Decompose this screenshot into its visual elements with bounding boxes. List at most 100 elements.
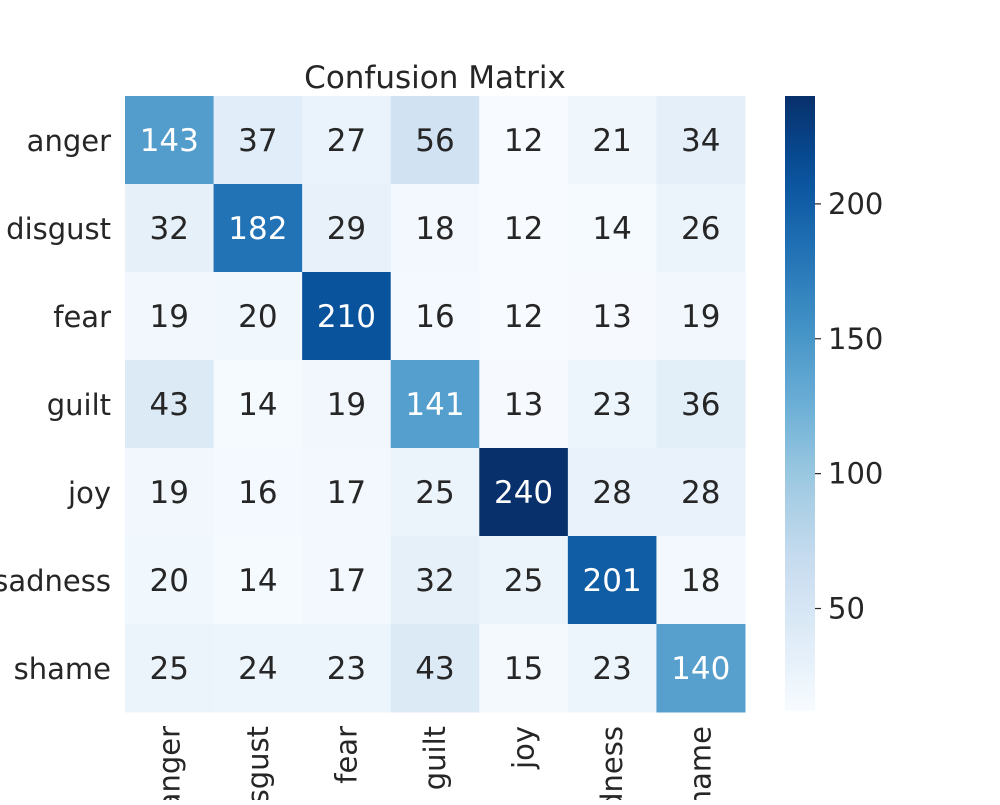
heatmap-cell bbox=[213, 272, 303, 361]
cell-value-label: 24 bbox=[238, 651, 277, 687]
heatmap-cell bbox=[479, 272, 569, 361]
cell-value-label: 141 bbox=[405, 387, 464, 423]
cell-value-label: 20 bbox=[150, 563, 189, 599]
heatmap-cell bbox=[479, 624, 569, 713]
heatmap-cell bbox=[213, 448, 303, 537]
cell-value-label: 18 bbox=[415, 211, 454, 247]
colorbar bbox=[785, 96, 815, 711]
cell-value-label: 14 bbox=[238, 387, 277, 423]
colorbar-ticks: 50 100 150 200 bbox=[815, 187, 883, 626]
cell-value-label: 32 bbox=[415, 563, 454, 599]
row-tick-label: guilt bbox=[47, 388, 111, 422]
cell-value-label: 25 bbox=[415, 475, 454, 511]
heatmap-cell bbox=[125, 448, 215, 537]
heatmap-cell bbox=[390, 272, 480, 361]
cell-value-label: 25 bbox=[504, 563, 543, 599]
heatmap-cell bbox=[125, 536, 215, 625]
cell-value-label: 32 bbox=[150, 211, 189, 247]
heatmap-cell-labels: 143 37 27 56 12 21 34 32 182 29 18 12 14 26 19 20 210 16 1… bbox=[140, 123, 731, 687]
cell-value-label: 28 bbox=[592, 475, 631, 511]
cell-value-label: 15 bbox=[504, 651, 543, 687]
cell-value-label: 143 bbox=[140, 123, 199, 159]
heatmap-cell bbox=[125, 96, 215, 185]
cell-value-label: 20 bbox=[238, 299, 277, 335]
heatmap-cell bbox=[567, 184, 657, 273]
heatmap-cell bbox=[656, 96, 746, 185]
heatmap-cell bbox=[656, 624, 746, 713]
cell-value-label: 34 bbox=[681, 123, 720, 159]
heatmap-cell bbox=[213, 624, 303, 713]
cell-value-label: 18 bbox=[681, 563, 720, 599]
heatmap-cell bbox=[302, 272, 392, 361]
colorbar-tick-label: 50 bbox=[828, 592, 865, 626]
cell-value-label: 14 bbox=[238, 563, 277, 599]
heatmap-cell bbox=[479, 184, 569, 273]
heatmap-cell bbox=[656, 448, 746, 537]
column-tick-label: shame bbox=[684, 726, 718, 800]
heatmap-cell bbox=[390, 448, 480, 537]
cell-value-label: 12 bbox=[504, 211, 543, 247]
column-tick-label: fear bbox=[329, 726, 363, 784]
heatmap-cell bbox=[656, 184, 746, 273]
heatmap-cell bbox=[656, 272, 746, 361]
heatmap-cell bbox=[213, 96, 303, 185]
heatmap-cell bbox=[656, 360, 746, 449]
heatmap-cell bbox=[390, 96, 480, 185]
heatmap-cell bbox=[567, 96, 657, 185]
column-tick-label: guilt bbox=[418, 726, 452, 790]
colorbar-tick-label: 200 bbox=[828, 187, 883, 221]
cell-value-label: 23 bbox=[592, 651, 631, 687]
row-tick-label: sadness bbox=[0, 564, 111, 598]
heatmap-cell bbox=[302, 448, 392, 537]
colorbar-tick-label: 150 bbox=[828, 322, 883, 356]
heatmap-cell bbox=[390, 536, 480, 625]
cell-value-label: 43 bbox=[415, 651, 454, 687]
cell-value-label: 27 bbox=[327, 123, 366, 159]
cell-value-label: 28 bbox=[681, 475, 720, 511]
heatmap-cell bbox=[479, 448, 569, 537]
row-tick-label: fear bbox=[53, 300, 111, 334]
heatmap-cell bbox=[302, 536, 392, 625]
cell-value-label: 19 bbox=[150, 475, 189, 511]
column-tick-label: disgust bbox=[241, 726, 275, 800]
chart-title: Confusion Matrix bbox=[304, 60, 566, 96]
cell-value-label: 19 bbox=[681, 299, 720, 335]
cell-value-label: 17 bbox=[327, 563, 366, 599]
row-tick-label: disgust bbox=[6, 212, 111, 246]
colorbar-tick-label: 100 bbox=[828, 457, 883, 491]
cell-value-label: 36 bbox=[681, 387, 720, 423]
cell-value-label: 12 bbox=[504, 123, 543, 159]
row-tick-label: joy bbox=[67, 476, 111, 510]
cell-value-label: 19 bbox=[327, 387, 366, 423]
cell-value-label: 43 bbox=[150, 387, 189, 423]
column-tick-label: sadness bbox=[595, 726, 629, 800]
cell-value-label: 23 bbox=[327, 651, 366, 687]
cell-value-label: 201 bbox=[583, 563, 642, 599]
heatmap-cell bbox=[302, 360, 392, 449]
cell-value-label: 13 bbox=[504, 387, 543, 423]
heatmap-cell bbox=[479, 360, 569, 449]
cell-value-label: 26 bbox=[681, 211, 720, 247]
cell-value-label: 17 bbox=[327, 475, 366, 511]
cell-value-label: 182 bbox=[228, 211, 287, 247]
row-tick-labels: anger disgust fear guilt joy sadness shame bbox=[0, 124, 111, 686]
heatmap-cell bbox=[390, 184, 480, 273]
cell-value-label: 240 bbox=[494, 475, 553, 511]
cell-value-label: 13 bbox=[592, 299, 631, 335]
heatmap-cell bbox=[479, 536, 569, 625]
heatmap-cell bbox=[302, 624, 392, 713]
cell-value-label: 210 bbox=[317, 299, 376, 335]
heatmap-cell bbox=[125, 272, 215, 361]
cell-value-label: 37 bbox=[238, 123, 277, 159]
row-tick-label: anger bbox=[27, 124, 111, 158]
cell-value-label: 19 bbox=[150, 299, 189, 335]
heatmap-cells bbox=[125, 96, 746, 713]
heatmap-cell bbox=[302, 96, 392, 185]
heatmap-cell bbox=[125, 624, 215, 713]
heatmap-cell bbox=[567, 624, 657, 713]
heatmap-cell bbox=[213, 536, 303, 625]
cell-value-label: 23 bbox=[592, 387, 631, 423]
heatmap-cell bbox=[213, 184, 303, 273]
